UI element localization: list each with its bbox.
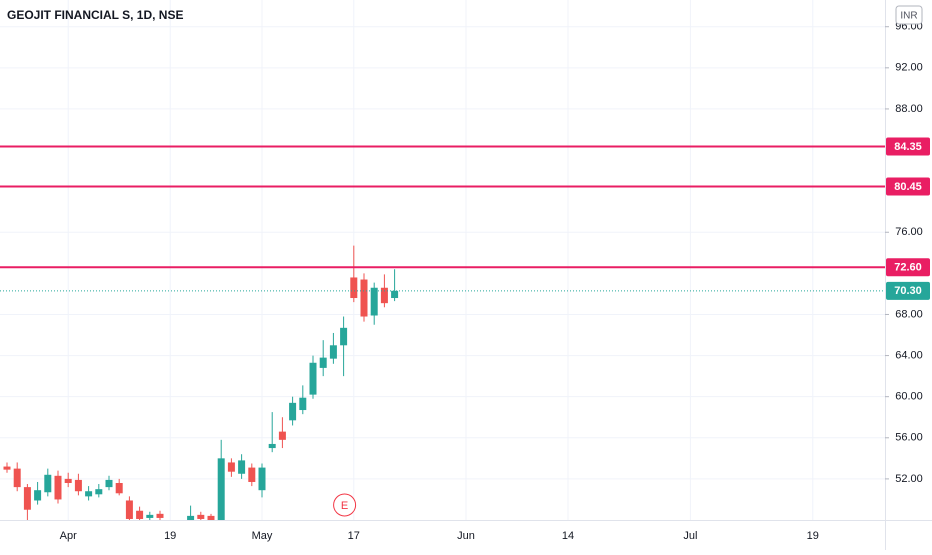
candle-body — [54, 475, 62, 500]
price-level-badge — [886, 281, 930, 300]
y-tick-label: 92.00 — [895, 62, 923, 74]
candle-body — [340, 327, 348, 346]
candle-body — [278, 431, 286, 440]
candle-body — [3, 466, 11, 470]
candle-body — [227, 462, 235, 472]
candle-body — [146, 514, 154, 518]
earnings-marker — [333, 493, 357, 517]
candle-body — [370, 287, 378, 316]
candle-body — [13, 468, 21, 488]
x-tick-label: Jul — [683, 530, 697, 542]
x-tick-label: 19 — [807, 530, 819, 542]
y-tick-label: 52.00 — [895, 473, 923, 485]
price-level-badge — [886, 137, 930, 156]
candle-body — [289, 402, 297, 421]
candle-body — [380, 287, 388, 304]
y-tick-label: 60.00 — [895, 391, 923, 403]
x-tick-label: May — [252, 530, 273, 542]
axes: 96.0092.0088.0076.0068.0064.0060.0056.00… — [60, 21, 930, 542]
candle-body — [156, 513, 164, 518]
candle-body — [238, 460, 246, 474]
candle-body — [319, 357, 327, 368]
candle-body — [360, 279, 368, 317]
y-tick-label: 88.00 — [895, 103, 923, 115]
candle-body — [44, 474, 52, 493]
x-tick-label: 19 — [164, 530, 176, 542]
candle-body — [105, 479, 113, 488]
currency-box[interactable] — [895, 5, 923, 25]
price-level-label: 70.30 — [894, 285, 922, 297]
price-level-label: 72.60 — [894, 262, 922, 274]
candle-body — [309, 362, 317, 395]
candle-body — [329, 345, 337, 359]
plot-area: E — [0, 145, 885, 520]
candle-body — [350, 277, 358, 299]
earnings-marker-label: E — [341, 500, 348, 512]
currency-label[interactable]: INR — [900, 11, 917, 22]
candle-body — [299, 397, 307, 411]
candle-body — [85, 491, 93, 497]
candle-body — [125, 500, 133, 519]
x-tick-label: Jun — [457, 530, 475, 542]
candle-body — [34, 490, 42, 501]
candle-body — [64, 478, 72, 484]
candle-body — [115, 483, 123, 494]
grid — [0, 0, 885, 520]
y-tick-label: 68.00 — [895, 308, 923, 320]
y-tick-label: 56.00 — [895, 432, 923, 444]
y-tick-label: 76.00 — [895, 226, 923, 238]
candle-body — [268, 443, 276, 449]
candle-body — [197, 514, 205, 519]
candle-body — [248, 467, 256, 482]
candle-body — [187, 515, 195, 520]
x-tick-label: 14 — [562, 530, 574, 542]
candle-body — [258, 467, 266, 491]
x-tick-label: 17 — [348, 530, 360, 542]
candle-body — [136, 510, 144, 519]
candle-body — [207, 515, 215, 520]
candle-body — [74, 479, 82, 492]
y-tick-label: 64.00 — [895, 349, 923, 361]
candle-body — [95, 489, 103, 495]
candle-body — [391, 290, 399, 299]
price-level-badge — [886, 258, 930, 277]
candle-body — [217, 458, 225, 520]
price-level-label: 84.35 — [894, 141, 922, 153]
chart-title: GEOJIT FINANCIAL S, 1D, NSE — [7, 8, 183, 22]
x-tick-label: Apr — [60, 530, 77, 542]
price-level-badge — [886, 177, 930, 196]
price-level-label: 80.45 — [894, 181, 922, 193]
candle-body — [23, 487, 31, 510]
